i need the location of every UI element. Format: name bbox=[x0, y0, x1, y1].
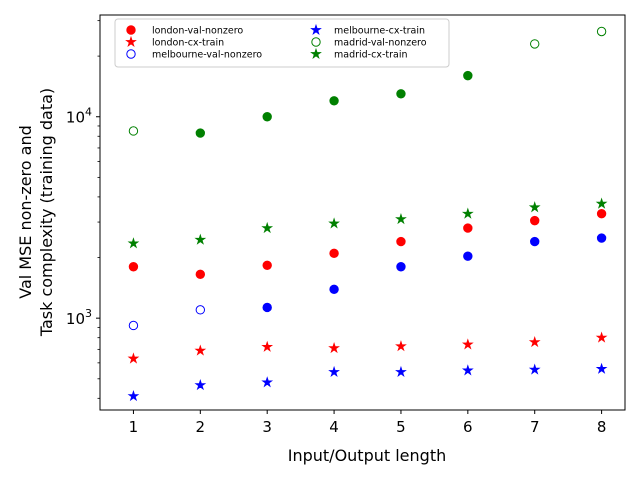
x-tick-label: 1 bbox=[129, 418, 139, 436]
data-point-star bbox=[528, 363, 541, 375]
legend-item-madrid-cx-train: madrid-cx-train bbox=[310, 47, 408, 61]
x-tick-label: 5 bbox=[396, 418, 406, 436]
data-point-star bbox=[461, 207, 474, 219]
legend: london-val-nonzerolondon-cx-trainmelbour… bbox=[114, 18, 450, 68]
data-point-circle bbox=[195, 269, 206, 280]
data-point-star bbox=[461, 338, 474, 350]
legend-label: london-val-nonzero bbox=[152, 26, 243, 37]
series-london-val-nonzero bbox=[128, 209, 607, 280]
legend-marker bbox=[311, 37, 321, 47]
data-point-circle bbox=[128, 262, 139, 272]
data-point-star bbox=[595, 331, 608, 343]
data-point-circle bbox=[329, 248, 339, 258]
legend-marker bbox=[310, 23, 322, 35]
series-melbourne-cx-train bbox=[127, 362, 608, 402]
data-point-circle bbox=[530, 215, 540, 226]
x-axis-label: Input/Output length bbox=[288, 446, 446, 465]
series-madrid-val-nonzero bbox=[128, 26, 607, 138]
data-point-star bbox=[194, 233, 207, 245]
series-melbourne-val-nonzero bbox=[128, 233, 607, 331]
data-point-circle bbox=[596, 233, 607, 243]
data-point-circle bbox=[195, 128, 206, 138]
data-point-star bbox=[194, 378, 207, 391]
data-point-circle bbox=[396, 89, 406, 99]
data-point-star bbox=[595, 362, 608, 374]
legend-marker bbox=[126, 25, 136, 35]
legend-marker bbox=[125, 35, 137, 47]
data-point-star bbox=[194, 344, 207, 356]
series-madrid-cx-train bbox=[127, 197, 608, 249]
legend-label: london-cx-train bbox=[152, 38, 224, 49]
data-point-circle bbox=[396, 262, 406, 272]
data-point-star bbox=[261, 221, 274, 234]
x-axis-ticks: 1 2 3 4 5 6 7 8 bbox=[129, 410, 607, 436]
legend-label: madrid-val-nonzero bbox=[334, 38, 427, 49]
data-point-star bbox=[328, 217, 340, 229]
data-point-circle bbox=[463, 251, 473, 261]
data-point-star bbox=[127, 389, 140, 402]
legend-marker bbox=[310, 47, 322, 59]
legend-label: melbourne-cx-train bbox=[334, 26, 425, 37]
data-point-circle bbox=[262, 260, 272, 271]
data-point-circle bbox=[329, 284, 339, 295]
legend-box bbox=[114, 18, 450, 68]
x-tick-label: 8 bbox=[597, 418, 607, 436]
y-axis-label: Val MSE non-zero and Task complexity (tr… bbox=[16, 88, 56, 337]
legend-item-london-cx-train: london-cx-train bbox=[125, 35, 224, 49]
data-point-star bbox=[528, 335, 541, 348]
x-tick-label: 4 bbox=[329, 418, 339, 436]
y-tick-label: 104 bbox=[66, 106, 92, 127]
plot-frame bbox=[99, 14, 626, 411]
y-axis-label-line1: Val MSE non-zero and bbox=[16, 125, 35, 298]
plot-marks bbox=[127, 26, 608, 402]
data-point-circle bbox=[195, 305, 206, 315]
data-point-star bbox=[328, 341, 340, 354]
legend-marker bbox=[126, 49, 136, 59]
legend-item-melbourne-cx-train: melbourne-cx-train bbox=[310, 23, 425, 37]
data-point-circle bbox=[262, 112, 272, 122]
data-point-circle bbox=[596, 26, 607, 37]
data-point-circle bbox=[396, 236, 406, 247]
data-point-star bbox=[127, 237, 140, 249]
data-point-star bbox=[261, 340, 274, 352]
y-axis-ticks: 103 104 bbox=[66, 20, 100, 399]
legend-label: madrid-cx-train bbox=[334, 50, 408, 61]
y-tick-label: 103 bbox=[66, 307, 92, 328]
data-point-star bbox=[461, 364, 474, 376]
data-point-circle bbox=[262, 302, 272, 313]
legend-item-melbourne-val-nonzero: melbourne-val-nonzero bbox=[126, 49, 262, 61]
data-point-star bbox=[395, 213, 407, 225]
legend-label: melbourne-val-nonzero bbox=[152, 50, 262, 61]
data-point-circle bbox=[329, 96, 339, 106]
data-point-circle bbox=[530, 39, 540, 49]
data-point-star bbox=[395, 365, 407, 378]
data-point-circle bbox=[596, 209, 607, 219]
y-axis-label-line2: Task complexity (training data) bbox=[37, 88, 56, 337]
data-point-star bbox=[328, 365, 340, 378]
data-point-circle bbox=[530, 236, 540, 247]
data-point-star bbox=[127, 352, 140, 364]
x-tick-label: 3 bbox=[262, 418, 272, 436]
data-point-star bbox=[395, 340, 407, 352]
legend-item-london-val-nonzero: london-val-nonzero bbox=[126, 25, 243, 37]
x-tick-label: 6 bbox=[463, 418, 473, 436]
data-point-circle bbox=[128, 320, 139, 331]
data-point-circle bbox=[463, 70, 473, 81]
data-point-star bbox=[261, 376, 274, 388]
legend-item-madrid-val-nonzero: madrid-val-nonzero bbox=[311, 37, 427, 49]
data-point-star bbox=[528, 201, 541, 213]
x-tick-label: 2 bbox=[196, 418, 206, 436]
data-point-star bbox=[595, 197, 608, 209]
series-london-cx-train bbox=[127, 331, 608, 364]
data-point-circle bbox=[463, 223, 473, 233]
x-tick-label: 7 bbox=[530, 418, 540, 436]
data-point-circle bbox=[128, 126, 139, 136]
